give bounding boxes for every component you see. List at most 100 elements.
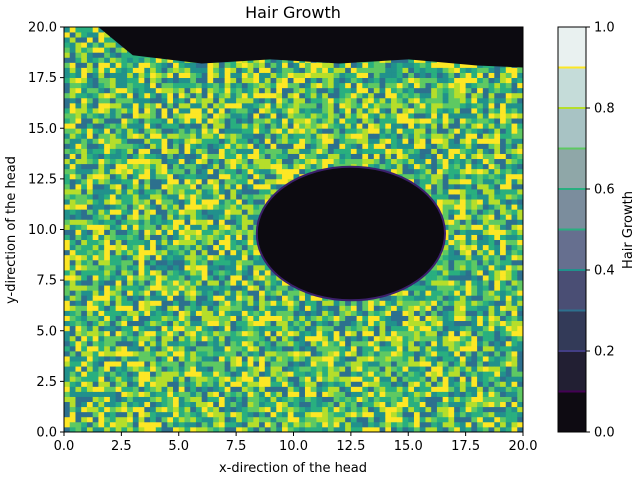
contour-cell — [104, 366, 111, 372]
contour-cell — [408, 285, 415, 291]
contour-cell — [224, 356, 231, 362]
contour-cell — [322, 67, 329, 73]
contour-cell — [207, 128, 214, 134]
contour-cell — [391, 426, 398, 432]
contour-cell — [419, 300, 426, 306]
contour-cell — [282, 406, 289, 413]
contour-cell — [127, 290, 134, 296]
contour-cell — [115, 320, 122, 327]
contour-cell — [92, 118, 99, 124]
contour-cell — [350, 305, 358, 311]
contour-cell — [161, 138, 168, 144]
contour-cell — [224, 280, 231, 286]
contour-cell — [98, 254, 105, 261]
contour-cell — [419, 391, 426, 397]
contour-cell — [184, 275, 191, 281]
contour-cell — [224, 416, 231, 423]
contour-cell — [413, 421, 421, 428]
contour-cell — [264, 113, 271, 119]
contour-cell — [270, 275, 277, 281]
contour-cell — [333, 143, 340, 149]
contour-cell — [132, 320, 139, 327]
contour-cell — [396, 123, 403, 129]
contour-cell — [350, 320, 358, 327]
contour-cell — [86, 189, 94, 195]
contour-cell — [224, 77, 231, 84]
contour-cell — [201, 310, 208, 316]
contour-cell — [299, 295, 306, 301]
contour-cell — [173, 401, 180, 408]
contour-cell — [304, 295, 312, 301]
contour-cell — [167, 143, 174, 149]
contour-cell — [276, 285, 283, 291]
contour-cell — [385, 77, 392, 84]
contour-cell — [86, 320, 94, 327]
contour-cell — [115, 406, 122, 413]
contour-cell — [167, 259, 174, 266]
contour-cell — [64, 102, 71, 109]
contour-cell — [299, 300, 306, 306]
contour-cell — [310, 320, 317, 327]
contour-cell — [299, 118, 306, 124]
contour-cell — [293, 416, 300, 423]
contour-cell — [98, 219, 105, 225]
contour-cell — [92, 57, 99, 63]
contour-cell — [373, 356, 380, 362]
contour-cell — [270, 320, 277, 327]
contour-cell — [213, 421, 220, 428]
contour-cell — [304, 67, 312, 73]
contour-cell — [213, 92, 220, 99]
contour-cell — [190, 239, 197, 246]
contour-cell — [259, 310, 266, 316]
contour-cell — [350, 77, 358, 84]
contour-cell — [184, 67, 191, 73]
contour-cell — [195, 173, 203, 180]
contour-cell — [391, 118, 398, 124]
contour-cell — [322, 118, 329, 124]
contour-cell — [201, 300, 208, 306]
contour-cell — [356, 62, 363, 68]
contour-cell — [276, 320, 283, 327]
contour-cell — [150, 320, 157, 327]
contour-cell — [259, 194, 266, 200]
contour-cell — [304, 421, 312, 428]
contour-cell — [253, 396, 260, 403]
contour-cell — [184, 426, 191, 432]
contour-cell — [184, 371, 191, 377]
contour-cell — [259, 366, 266, 372]
contour-cell — [155, 340, 162, 347]
contour-cell — [195, 224, 203, 230]
contour-cell — [161, 168, 168, 175]
contour-cell — [64, 163, 71, 170]
contour-cell — [368, 320, 375, 327]
contour-cell — [184, 305, 191, 311]
contour-cell — [64, 280, 71, 286]
contour-cell — [207, 87, 214, 94]
contour-cell — [368, 376, 375, 382]
contour-cell — [144, 143, 151, 149]
contour-cell — [230, 330, 237, 337]
contour-cell — [184, 285, 191, 291]
contour-cell — [173, 244, 180, 251]
contour-cell — [115, 351, 122, 357]
contour-cell — [138, 280, 145, 286]
contour-cell — [236, 183, 243, 190]
contour-cell — [69, 386, 76, 392]
contour-cell — [98, 285, 105, 291]
contour-cell — [173, 82, 180, 89]
contour-cell — [213, 143, 220, 149]
contour-cell — [276, 57, 283, 63]
contour-cell — [98, 280, 105, 286]
contour-cell — [419, 401, 426, 408]
contour-cell — [356, 305, 363, 311]
contour-cell — [173, 178, 180, 185]
contour-cell — [236, 345, 243, 352]
contour-cell — [350, 426, 358, 432]
contour-cell — [132, 113, 139, 119]
contour-cell — [373, 87, 380, 94]
contour-cell — [98, 361, 105, 367]
contour-cell — [144, 280, 151, 286]
contour-cell — [270, 178, 277, 185]
contour-cell — [207, 72, 214, 79]
contour-cell — [150, 254, 157, 261]
